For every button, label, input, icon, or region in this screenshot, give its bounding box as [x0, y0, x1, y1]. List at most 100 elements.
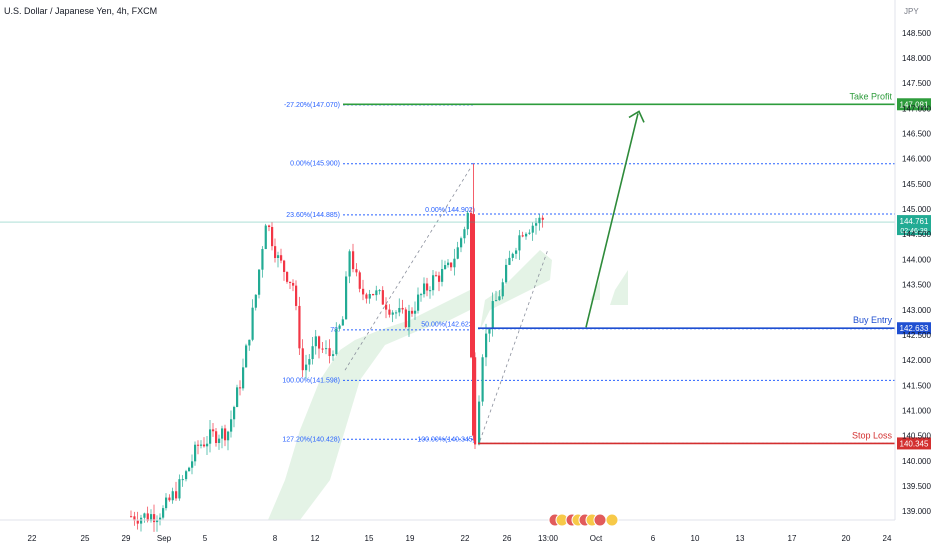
candle-body: [209, 429, 212, 444]
y-tick-label: 145.500: [902, 180, 931, 189]
y-tick-label: 147.000: [902, 104, 931, 113]
candle-body: [274, 246, 277, 258]
candle-body: [239, 387, 242, 389]
candle-body: [175, 491, 178, 499]
y-tick-label: 147.500: [902, 79, 931, 88]
candle-body: [470, 212, 473, 358]
candle-body: [388, 309, 391, 315]
x-tick-label: 15: [365, 534, 374, 543]
candle-body: [318, 336, 321, 349]
fib-label: 100.00%(141.598): [282, 377, 340, 384]
candle-body: [194, 444, 197, 462]
candle-body: [456, 247, 459, 259]
candle-body: [286, 271, 289, 282]
candle-body: [398, 307, 401, 313]
candle-body: [280, 255, 283, 261]
buy-entry-label: Buy Entry: [853, 315, 893, 325]
candle-body: [133, 516, 136, 521]
candle-body: [438, 275, 441, 282]
candle-body: [227, 431, 230, 441]
candle-body: [136, 520, 139, 524]
candle-body: [191, 461, 194, 468]
x-tick-label: 22: [461, 534, 470, 543]
stop-loss-price-tag: [897, 437, 931, 450]
candle-body: [495, 300, 498, 302]
candle-body: [218, 438, 221, 444]
candle-body: [233, 406, 236, 420]
candle-body: [271, 227, 274, 247]
candle-body: [236, 387, 239, 407]
candle-body: [335, 328, 338, 355]
x-tick-label: Sep: [157, 534, 172, 543]
countdown-text: 02:46:38: [900, 228, 927, 235]
candle-body: [224, 428, 227, 441]
candle-body: [261, 249, 264, 270]
y-tick-label: 146.500: [902, 130, 931, 139]
x-tick-label: 20: [842, 534, 851, 543]
candle-body: [295, 285, 298, 306]
stop-loss-label: Stop Loss: [852, 430, 893, 440]
candle-body: [140, 517, 143, 524]
fib-label: 23.60%(144.885): [286, 212, 340, 219]
y-tick-label: 142.500: [902, 331, 931, 340]
candle-body: [251, 307, 254, 340]
y-tick-label: 145.000: [902, 205, 931, 214]
candle-body: [215, 431, 218, 444]
x-tick-label: 13:00: [538, 534, 559, 543]
candle-body: [130, 516, 133, 518]
cloud-area: [268, 290, 470, 520]
candle-body: [352, 251, 355, 270]
x-tick-label: 13: [736, 534, 745, 543]
candle-body: [525, 233, 528, 237]
x-tick-label: 8: [273, 534, 278, 543]
fibonacci-levels: -27.20%(147.070) 0.00%(145.900) 23.60%(144…: [282, 102, 895, 444]
x-tick-label: 24: [883, 534, 892, 543]
candle-body: [498, 296, 501, 301]
buy-entry-price-tag: [897, 322, 931, 335]
fib-label: 50.00%(142.623): [421, 322, 475, 329]
candle-body: [485, 333, 488, 358]
candle-body: [362, 288, 365, 295]
x-tick-label: 6: [651, 534, 656, 543]
candle-body: [358, 272, 361, 289]
event-flag-icon: [593, 513, 607, 527]
y-tick-label: 139.000: [902, 507, 931, 516]
candle-body: [150, 514, 153, 521]
candle-body: [453, 258, 456, 268]
candle-body: [308, 359, 311, 365]
candle-body: [491, 301, 494, 330]
candle-body: [444, 265, 447, 270]
y-tick-label: 146.000: [902, 155, 931, 164]
candle-body: [338, 325, 341, 329]
candle-body: [345, 276, 348, 320]
fib-label: 100.00%(140.345): [417, 436, 475, 443]
candle-body: [185, 471, 188, 480]
candle-body: [355, 269, 358, 273]
fib-trend-line: [479, 249, 549, 441]
trade-levels: Take Profit 147.081 Buy Entry 142.633 Stop L…: [0, 91, 931, 450]
candle-body: [305, 364, 308, 371]
current-price-tag: [897, 215, 931, 236]
ichimoku-cloud: [268, 250, 628, 520]
candle-body: [178, 479, 181, 499]
candle-body: [212, 429, 215, 432]
candle-body: [289, 281, 292, 283]
y-tick-label: 148.500: [902, 29, 931, 38]
y-tick-label: 139.500: [902, 482, 931, 491]
y-tick-label: 148.000: [902, 54, 931, 63]
candle-body: [156, 519, 159, 523]
fib-label: 0.00%(145.900): [290, 161, 340, 168]
candle-body: [441, 269, 444, 282]
candle-body: [200, 444, 203, 446]
candle-body: [447, 262, 450, 266]
x-tick-label: 10: [691, 534, 700, 543]
fib-label: -27.20%(147.070): [284, 102, 340, 109]
candle-body: [538, 217, 541, 224]
projection-arrow: [585, 113, 639, 328]
candle-body: [535, 223, 538, 226]
take-profit-price-tag: [897, 98, 931, 111]
candle-body: [501, 282, 504, 297]
candle-body: [153, 514, 156, 523]
